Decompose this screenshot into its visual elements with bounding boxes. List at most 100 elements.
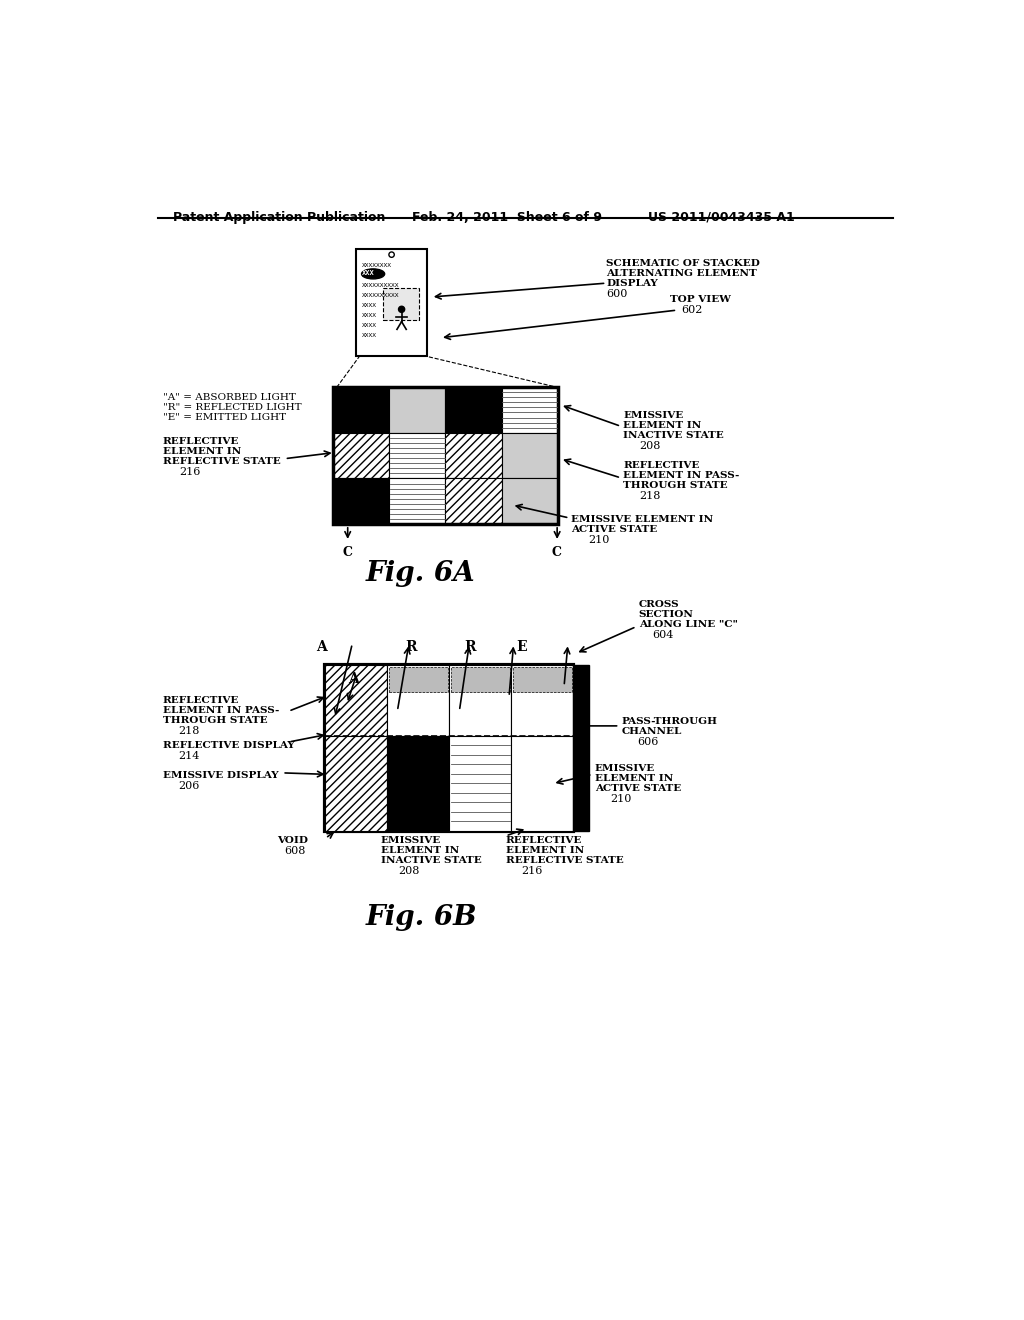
Text: 216: 216 [521,866,543,876]
Text: REFLECTIVE: REFLECTIVE [624,461,699,470]
Text: XXXXXXXXXX: XXXXXXXXXX [362,284,399,288]
Bar [502,387,558,433]
Text: ELEMENT IN PASS-: ELEMENT IN PASS- [624,471,739,480]
Bar [502,433,558,478]
Bar [389,667,447,692]
Text: Patent Application Publication: Patent Application Publication [173,211,385,224]
Text: Fig. 6B: Fig. 6B [366,904,477,931]
Text: REFLECTIVE STATE: REFLECTIVE STATE [163,457,281,466]
Text: EMISSIVE ELEMENT IN: EMISSIVE ELEMENT IN [571,515,713,524]
Bar [326,737,387,830]
Text: ALTERNATING ELEMENT: ALTERNATING ELEMENT [606,268,757,277]
Text: Fig. 6A: Fig. 6A [366,561,475,587]
Bar [445,478,502,524]
Text: ELEMENT IN: ELEMENT IN [595,774,673,783]
Text: EMISSIVE DISPLAY: EMISSIVE DISPLAY [163,771,279,780]
Bar [511,665,573,737]
Text: XXXXXXXXXX: XXXXXXXXXX [362,293,399,298]
Text: XXXX: XXXX [362,313,377,318]
Text: R: R [406,640,417,655]
Text: ELEMENT IN: ELEMENT IN [624,421,701,430]
Text: C: C [552,546,562,560]
Bar [383,288,419,321]
Text: XXXX: XXXX [362,323,377,329]
Bar [389,433,445,478]
Text: THROUGH STATE: THROUGH STATE [624,480,728,490]
Text: 604: 604 [652,630,674,640]
Text: ACTIVE STATE: ACTIVE STATE [595,784,681,792]
Text: REFLECTIVE STATE: REFLECTIVE STATE [506,857,624,865]
Text: XXX: XXX [362,271,375,276]
Text: PASS-THROUGH: PASS-THROUGH [622,718,718,726]
Bar [333,387,389,433]
Text: ALONG LINE "C": ALONG LINE "C" [639,619,737,628]
Bar [445,387,502,433]
Text: 210: 210 [610,793,632,804]
Bar [445,478,502,524]
Text: REFLECTIVE: REFLECTIVE [163,696,240,705]
Text: ELEMENT IN: ELEMENT IN [381,846,459,855]
Text: A: A [316,640,327,655]
Text: C: C [342,546,352,560]
Text: CHANNEL: CHANNEL [622,727,682,737]
Bar [511,737,573,830]
Bar [333,433,389,478]
Bar [389,478,445,524]
Text: ELEMENT IN: ELEMENT IN [506,846,584,855]
Text: EMISSIVE: EMISSIVE [624,411,684,420]
Text: 208: 208 [639,441,660,451]
Text: TOP VIEW: TOP VIEW [670,296,730,305]
Bar [451,667,510,692]
Bar [333,478,389,524]
Text: ELEMENT IN PASS-: ELEMENT IN PASS- [163,706,280,715]
Bar [450,665,511,737]
Bar [356,249,427,355]
Text: A: A [348,672,359,686]
Bar [333,387,558,524]
Text: ACTIVE STATE: ACTIVE STATE [571,525,657,533]
Text: ELEMENT IN: ELEMENT IN [163,447,241,457]
Text: US 2011/0043435 A1: US 2011/0043435 A1 [648,211,795,224]
Bar [326,665,573,830]
Circle shape [398,306,404,313]
Text: 214: 214 [178,751,200,760]
Text: 210: 210 [588,535,609,545]
Bar [389,387,445,433]
Bar [513,667,571,692]
Text: SECTION: SECTION [639,610,693,619]
Text: 608: 608 [285,846,306,855]
Text: R: R [465,640,476,655]
Text: CROSS: CROSS [639,599,679,609]
Text: "E" = EMITTED LIGHT: "E" = EMITTED LIGHT [163,413,286,422]
Bar [326,665,387,737]
Text: 206: 206 [178,780,200,791]
Text: EMISSIVE: EMISSIVE [381,836,441,845]
Bar [573,665,589,830]
Text: XXXXXXXX: XXXXXXXX [362,263,392,268]
Bar [387,737,450,830]
Text: 216: 216 [179,467,201,477]
Text: INACTIVE STATE: INACTIVE STATE [624,430,724,440]
Bar [502,478,558,524]
Bar [445,433,502,478]
Text: DISPLAY: DISPLAY [606,279,658,288]
Text: VOID: VOID [276,836,308,845]
Text: 208: 208 [398,866,420,876]
Text: XXXX: XXXX [362,333,377,338]
Bar [333,433,389,478]
Bar [445,433,502,478]
Text: THROUGH STATE: THROUGH STATE [163,715,267,725]
Text: EMISSIVE: EMISSIVE [595,763,655,772]
Text: INACTIVE STATE: INACTIVE STATE [381,857,481,865]
Text: REFLECTIVE DISPLAY: REFLECTIVE DISPLAY [163,741,295,750]
Ellipse shape [361,269,385,279]
Text: 600: 600 [606,289,628,298]
Bar [326,737,387,830]
Bar [450,737,511,830]
Bar [326,665,387,737]
Text: REFLECTIVE: REFLECTIVE [506,836,582,845]
Text: XXX: XXX [362,273,374,279]
Text: "R" = REFLECTED LIGHT: "R" = REFLECTED LIGHT [163,404,301,412]
Text: Feb. 24, 2011  Sheet 6 of 9: Feb. 24, 2011 Sheet 6 of 9 [412,211,602,224]
Text: 218: 218 [178,726,200,735]
